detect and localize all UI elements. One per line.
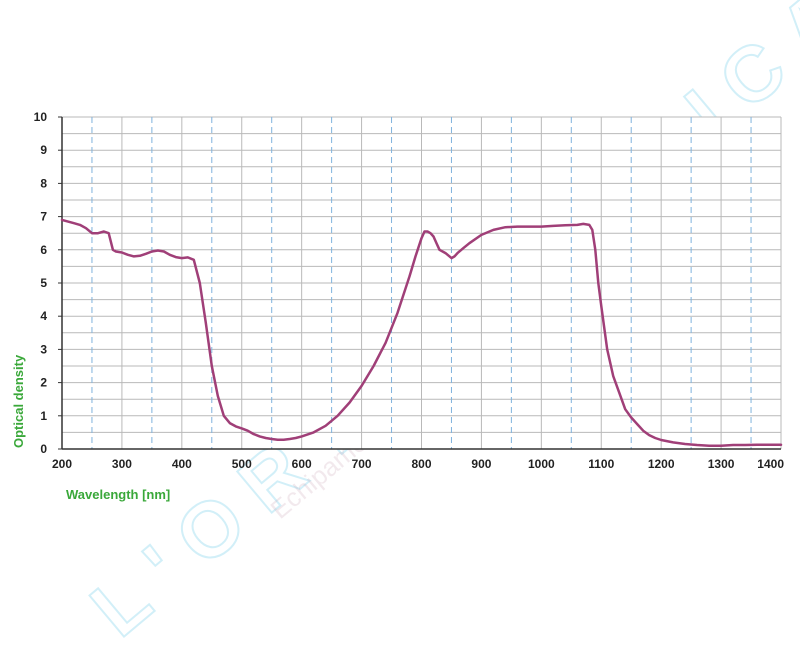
x-tick-label: 1000 [528,457,555,471]
tick-labels: 0 1 2 3 4 5 6 7 8 9 10 200 300 400 500 600 700 800 900 1000… [34,110,785,471]
x-tick-label: 1100 [588,457,614,471]
series-line-0 [60,218,783,447]
x-tick-label: 1200 [648,457,675,471]
y-axis-label: Optical density [11,354,26,448]
axes [58,116,781,450]
x-tick-label: 600 [292,457,312,471]
y-tick-label: 0 [40,442,47,456]
x-tick-label: 200 [52,457,72,471]
y-tick-label: 3 [40,342,47,356]
x-tick-label: 500 [232,457,252,471]
y-tick-label: 6 [40,243,47,257]
y-tick-label: 8 [40,176,47,190]
y-tick-label: 2 [40,376,47,390]
x-tick-label: 800 [411,457,431,471]
y-tick-label: 10 [34,110,48,124]
y-tick-label: 1 [40,409,47,423]
x-tick-label: 1300 [708,457,735,471]
grid [61,116,782,450]
y-tick-label: 7 [40,210,47,224]
x-tick-label: 700 [352,457,372,471]
x-axis-label: Wavelength [nm] [66,487,170,502]
y-tick-label: 9 [40,143,47,157]
x-tick-label: 300 [112,457,132,471]
x-tick-label: 1400 [757,457,784,471]
series-layer [60,218,783,447]
x-tick-label: 400 [172,457,192,471]
x-tick-label: 900 [471,457,491,471]
y-tick-label: 5 [40,276,47,290]
y-tick-label: 4 [40,309,47,323]
